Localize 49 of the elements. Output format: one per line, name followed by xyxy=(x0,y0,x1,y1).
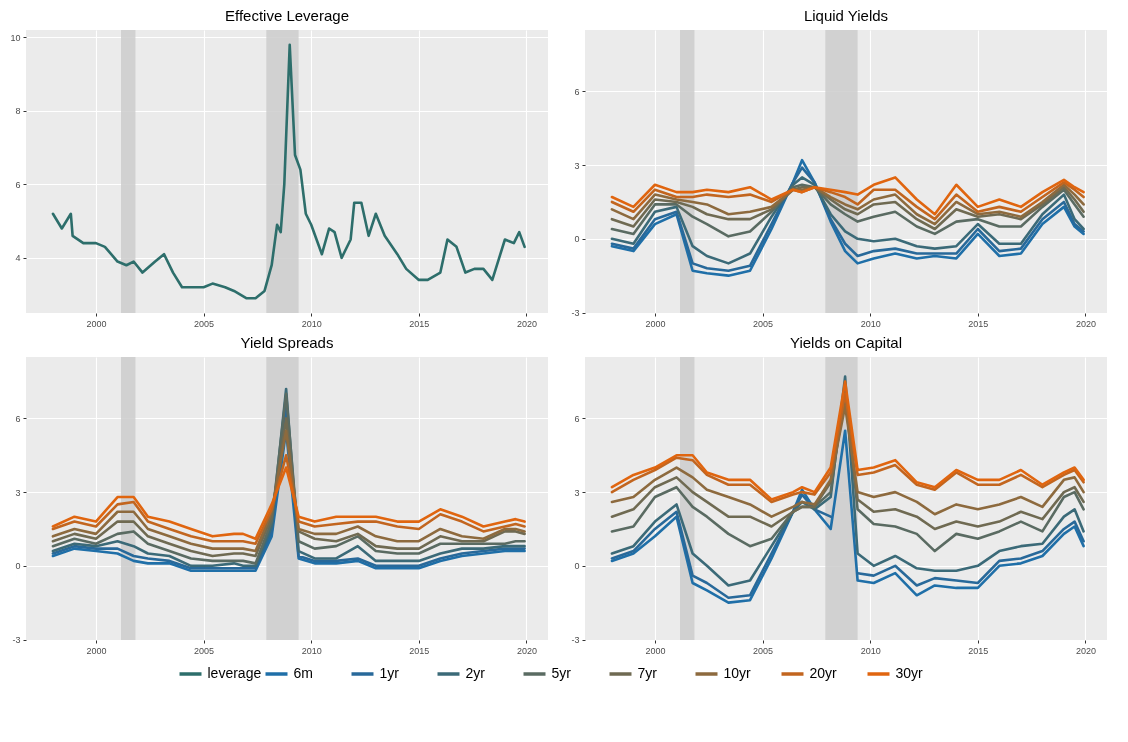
legend-label: 1yr xyxy=(379,665,400,681)
x-tick-label: 2015 xyxy=(968,318,989,329)
x-tick-label: 2015 xyxy=(409,645,430,656)
x-tick-label: 2005 xyxy=(194,318,215,329)
legend-label: 20yr xyxy=(809,665,838,681)
chart-title: Liquid Yields xyxy=(803,7,889,24)
x-tick-label: 2020 xyxy=(1075,645,1096,656)
x-tick-label: 2010 xyxy=(860,645,881,656)
x-tick-label: 2000 xyxy=(645,645,666,656)
chart-title: Effective Leverage xyxy=(225,7,349,24)
y-tick-label: -3 xyxy=(12,635,21,646)
x-tick-label: 2010 xyxy=(301,645,322,656)
legend-label: 5yr xyxy=(551,665,572,681)
x-tick-label: 2010 xyxy=(301,318,322,329)
legend-label: 7yr xyxy=(637,665,658,681)
legend-label: 30yr xyxy=(895,665,924,681)
x-tick-label: 2020 xyxy=(1075,318,1096,329)
legend-label: leverage xyxy=(207,665,262,681)
y-tick-label: 10 xyxy=(10,32,21,43)
y-tick-label: 0 xyxy=(15,561,21,572)
legend-label: 10yr xyxy=(723,665,752,681)
y-tick-label: 6 xyxy=(574,413,580,424)
x-tick-label: 2015 xyxy=(409,318,430,329)
x-tick-label: 2020 xyxy=(516,645,537,656)
y-tick-label: 0 xyxy=(574,234,580,245)
y-tick-label: 3 xyxy=(15,487,21,498)
y-tick-label: 0 xyxy=(574,561,580,572)
x-tick-label: 2010 xyxy=(860,318,881,329)
y-tick-label: 6 xyxy=(15,179,21,190)
x-tick-label: 2000 xyxy=(86,318,107,329)
x-tick-label: 2000 xyxy=(86,645,107,656)
y-tick-label: 3 xyxy=(574,160,580,171)
legend-label: 6m xyxy=(293,665,313,681)
y-tick-label: 6 xyxy=(15,413,21,424)
x-tick-label: 2005 xyxy=(753,318,774,329)
y-tick-label: 4 xyxy=(15,253,21,264)
legend-label: 2yr xyxy=(465,665,486,681)
x-tick-label: 2020 xyxy=(516,318,537,329)
x-tick-label: 2000 xyxy=(645,318,666,329)
x-tick-label: 2005 xyxy=(194,645,215,656)
y-tick-label: -3 xyxy=(571,308,580,319)
x-tick-label: 2005 xyxy=(753,645,774,656)
y-tick-label: 6 xyxy=(574,86,580,97)
chart-title: Yield Spreads xyxy=(240,334,334,351)
chart-title: Yields on Capital xyxy=(789,334,903,351)
y-tick-label: -3 xyxy=(571,635,580,646)
x-tick-label: 2015 xyxy=(968,645,989,656)
y-tick-label: 8 xyxy=(15,106,21,117)
y-tick-label: 3 xyxy=(574,487,580,498)
